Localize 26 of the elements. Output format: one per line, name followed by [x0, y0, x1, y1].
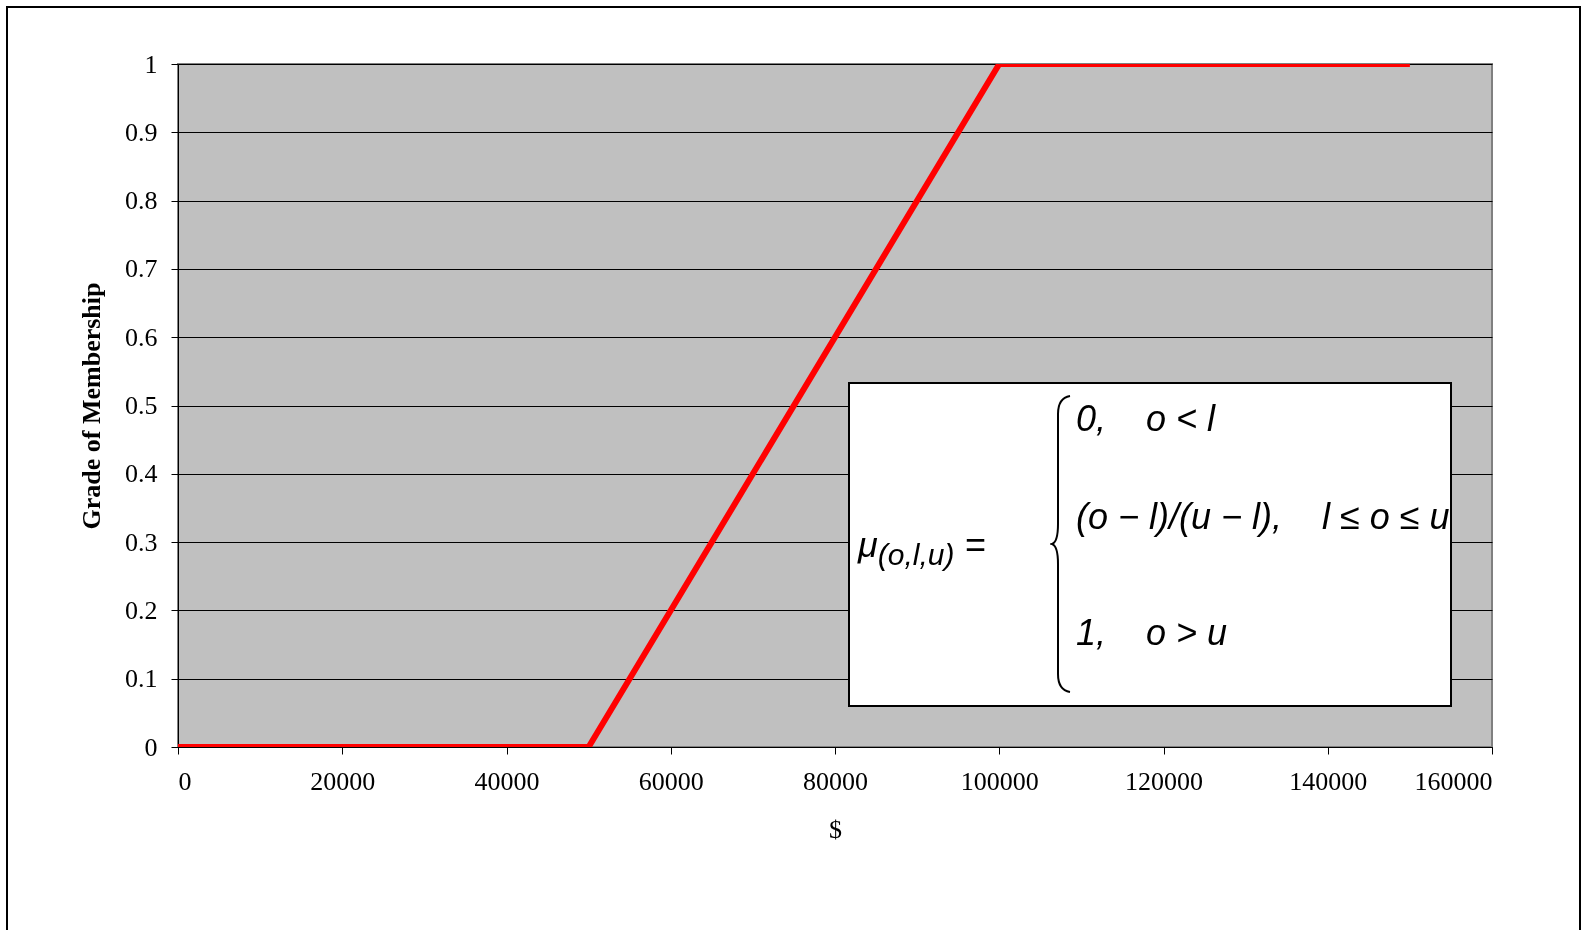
y-tick-label: 0.5 — [125, 391, 158, 420]
y-tick-label: 0.9 — [125, 117, 158, 147]
x-tick-label: 60000 — [638, 766, 704, 796]
x-tick-label: 160000 — [1414, 766, 1493, 796]
y-tick-label: 0.7 — [125, 254, 158, 284]
annotation: μ$_{(o,l,u)}$ = — [858, 524, 986, 573]
y-tick-label: 0.6 — [125, 322, 158, 352]
x-tick-label: 140000 — [1289, 766, 1368, 796]
x-axis-title: $ — [829, 814, 842, 844]
x-tick-label: 80000 — [803, 766, 868, 796]
y-tick-label: 0.1 — [125, 664, 158, 694]
x-tick-label: 20000 — [310, 766, 376, 796]
x-tick-label: 40000 — [474, 766, 540, 796]
y-tick-label: 0.3 — [125, 527, 158, 557]
x-tick-label: 0 — [178, 766, 192, 796]
x-tick-label: 100000 — [960, 766, 1039, 796]
y-tick-label: 0 — [144, 732, 158, 762]
y-tick-label: 0.2 — [125, 595, 158, 625]
y-tick-label: 0.4 — [125, 459, 158, 489]
annotation: 0, o < l — [1076, 398, 1216, 440]
y-tick-label: 1 — [144, 49, 158, 79]
y-tick-label: 0.8 — [125, 186, 158, 216]
annotation: 1, o > u — [1076, 612, 1228, 654]
annotation: (o − l)/(u − l), l ≤ o ≤ u — [1076, 496, 1450, 538]
y-axis-title: Grade of Membership — [77, 282, 106, 530]
x-tick-label: 120000 — [1125, 766, 1203, 796]
